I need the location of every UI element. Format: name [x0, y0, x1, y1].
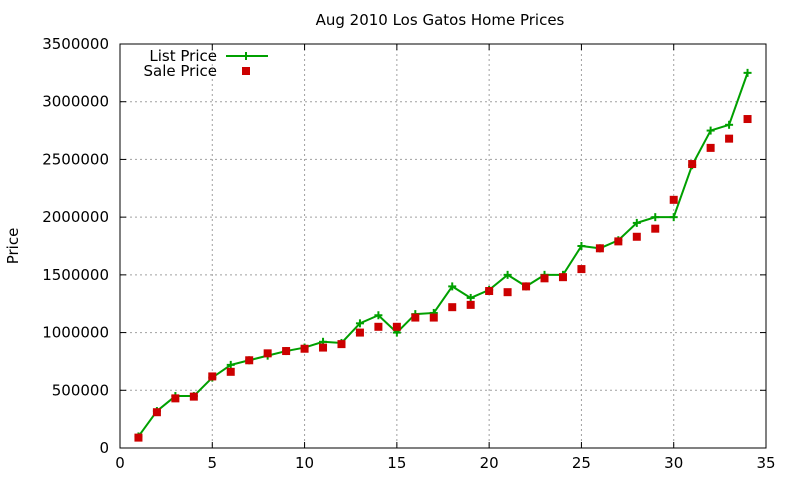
data-point — [337, 340, 346, 349]
y-tick-label: 2500000 — [42, 150, 109, 168]
data-point — [577, 265, 586, 274]
legend-label: List Price — [149, 47, 217, 65]
data-point — [651, 213, 660, 222]
data-point — [632, 232, 641, 241]
data-point — [208, 372, 217, 381]
series-list-price — [134, 68, 752, 441]
legend-marker — [242, 52, 250, 60]
data-point — [374, 322, 383, 331]
data-point — [411, 313, 420, 322]
data-point — [134, 433, 143, 442]
data-point — [171, 394, 180, 403]
x-tick-label: 20 — [480, 454, 499, 472]
y-tick-label: 500000 — [52, 381, 109, 399]
data-point — [577, 242, 586, 250]
data-point — [226, 367, 235, 376]
data-point — [466, 300, 475, 309]
data-point — [485, 287, 494, 296]
data-point — [614, 237, 623, 246]
y-tick-label: 0 — [99, 439, 109, 457]
legend-label: Sale Price — [144, 62, 217, 80]
x-tick-label: 25 — [572, 454, 591, 472]
data-point — [669, 213, 678, 222]
data-point — [706, 143, 715, 152]
data-point — [725, 134, 734, 143]
data-point — [282, 347, 291, 356]
x-tick-label: 30 — [664, 454, 683, 472]
data-point — [319, 343, 328, 352]
data-point — [522, 282, 531, 291]
data-point — [245, 356, 254, 365]
series-sale-price — [134, 115, 752, 442]
data-point — [263, 349, 272, 358]
data-point — [669, 195, 678, 204]
data-point — [503, 270, 512, 279]
y-tick-label: 2000000 — [42, 208, 109, 226]
data-point — [743, 115, 752, 124]
x-tick-label: 5 — [208, 454, 218, 472]
x-tick-label: 15 — [387, 454, 406, 472]
series-line — [137, 72, 749, 438]
data-point — [651, 224, 660, 233]
data-point — [558, 273, 567, 282]
y-tick-label: 3500000 — [42, 35, 109, 53]
data-point — [706, 126, 715, 135]
data-point — [374, 311, 383, 320]
data-point — [189, 392, 198, 401]
data-point — [503, 288, 512, 297]
x-tick-label: 35 — [756, 454, 775, 472]
data-point — [152, 408, 161, 417]
plot-frame — [119, 43, 767, 449]
data-point — [743, 68, 752, 77]
y-tick-label: 1000000 — [42, 324, 109, 342]
y-tick-label: 3000000 — [42, 93, 109, 111]
data-point — [632, 218, 641, 227]
data-point — [355, 319, 364, 328]
legend-marker — [242, 67, 250, 75]
data-point — [466, 293, 475, 302]
x-tick-label: 10 — [295, 454, 314, 472]
data-point — [448, 282, 457, 291]
data-point — [448, 303, 457, 312]
chart-title: Aug 2010 Los Gatos Home Prices — [316, 11, 565, 29]
series-layer — [134, 68, 752, 442]
axes: 0 5 10 15 20 25 30 35 0 500000 1000000 1500000 20000… — [42, 35, 775, 472]
data-point — [355, 328, 364, 337]
grid — [120, 44, 766, 448]
y-tick-label: 1500000 — [42, 266, 109, 284]
y-axis-label: Price — [4, 228, 22, 265]
data-point — [300, 344, 309, 353]
x-tick-label: 0 — [115, 454, 125, 472]
data-point — [392, 322, 401, 331]
data-point — [540, 274, 549, 283]
data-point — [226, 360, 235, 369]
data-point — [725, 120, 734, 129]
data-point — [429, 313, 438, 322]
data-point — [688, 160, 697, 169]
data-point — [595, 244, 604, 253]
